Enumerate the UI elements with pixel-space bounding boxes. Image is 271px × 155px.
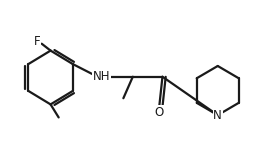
- Text: O: O: [154, 106, 164, 119]
- Text: N: N: [213, 109, 222, 122]
- Text: NH: NH: [93, 70, 111, 83]
- Text: F: F: [34, 35, 40, 48]
